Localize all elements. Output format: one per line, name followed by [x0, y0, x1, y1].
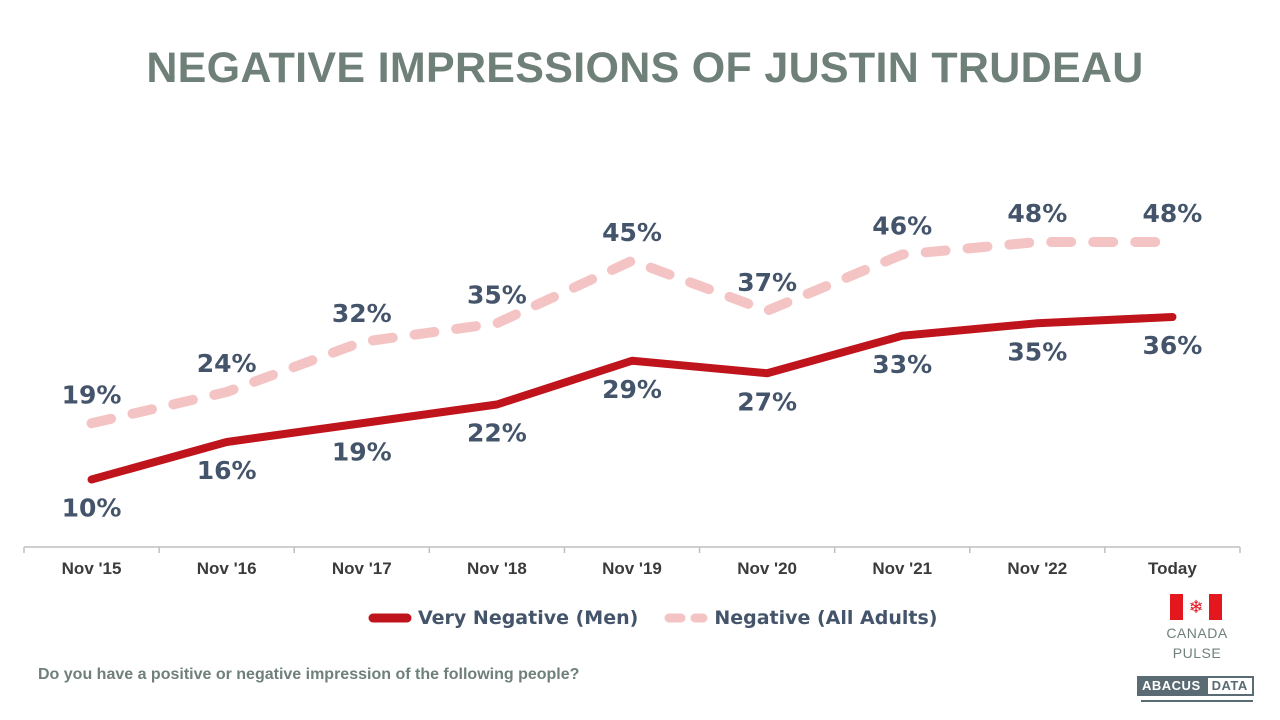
data-label-all-adults: 24% [197, 349, 257, 378]
x-tick-labels: Nov '15 Nov '16 Nov '17 Nov '18 Nov '19 Nov '… [62, 559, 1198, 578]
logo-text-abacus: ABACUS [1137, 676, 1206, 696]
x-tick-label: Nov '22 [1007, 559, 1067, 578]
legend-item-all-adults: Negative (All Adults) [664, 607, 937, 629]
x-tick-label: Nov '18 [467, 559, 527, 578]
data-label-men: 19% [332, 437, 392, 466]
x-tick-label: Nov '20 [737, 559, 797, 578]
data-label-men: 16% [197, 456, 257, 485]
data-label-all-adults: 46% [872, 212, 932, 241]
x-tick-label: Nov '17 [332, 559, 392, 578]
data-label-men: 10% [62, 494, 122, 523]
legend-swatch-solid [368, 613, 412, 623]
canada-pulse-line2: PULSE [1172, 645, 1222, 661]
data-label-all-adults: 37% [737, 268, 797, 297]
legend: Very Negative (Men) Negative (All Adults… [368, 607, 937, 629]
x-tick-label: Nov '19 [602, 559, 662, 578]
data-label-all-adults: 48% [1143, 199, 1203, 228]
survey-question: Do you have a positive or negative impre… [38, 666, 580, 683]
line-chart: 19% 24% 32% 35% 45% 37% 46% 48% 48% 10% 16% 19% 22% 2… [23, 199, 1241, 578]
data-label-all-adults: 32% [332, 299, 392, 328]
legend-swatch-dashed [664, 613, 708, 623]
data-label-all-adults: 45% [602, 218, 662, 247]
x-tick-label: Today [1148, 559, 1197, 578]
data-label-all-adults: 35% [467, 280, 527, 309]
data-label-men: 33% [872, 350, 932, 379]
data-label-all-adults: 48% [1007, 199, 1067, 228]
legend-label-all-adults: Negative (All Adults) [714, 607, 938, 629]
series-line-negative-all-adults [86, 237, 1178, 429]
logo-text-data: DATA [1205, 676, 1254, 696]
legend-item-men: Very Negative (Men) [368, 607, 638, 629]
canada-flag-icon: ❄ [1170, 594, 1222, 620]
data-label-all-adults: 19% [62, 380, 122, 409]
abacus-data-logo: ABACUS DATA [1137, 676, 1254, 696]
data-labels: 19% 24% 32% 35% 45% 37% 46% 48% 48% 10% 16% 19% 22% 2… [62, 199, 1203, 523]
data-label-men: 35% [1007, 337, 1067, 366]
x-axis [23, 546, 1241, 553]
canada-pulse-line1: CANADA [1166, 625, 1228, 641]
chart-title: NEGATIVE IMPRESSIONS OF JUSTIN TRUDEAU [146, 44, 1144, 92]
x-tick-label: Nov '21 [872, 559, 932, 578]
series-line-very-negative-men [87, 313, 1177, 484]
data-label-men: 27% [737, 387, 797, 416]
x-tick-label: Nov '15 [62, 559, 122, 578]
logo-underline [1141, 700, 1253, 702]
legend-label-men: Very Negative (Men) [418, 607, 639, 629]
data-label-men: 22% [467, 419, 527, 448]
data-label-men: 36% [1143, 331, 1203, 360]
series-lines [86, 237, 1178, 484]
data-label-men: 29% [602, 375, 662, 404]
x-tick-label: Nov '16 [197, 559, 257, 578]
